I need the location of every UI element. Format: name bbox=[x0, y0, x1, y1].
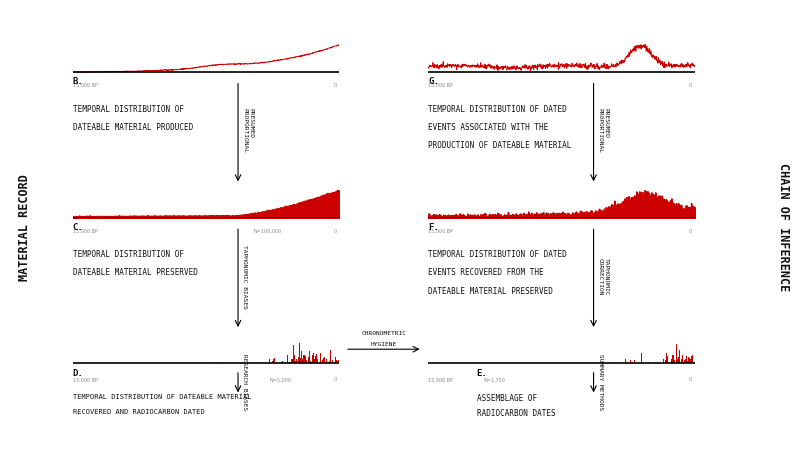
Text: SUMMARY METHODS: SUMMARY METHODS bbox=[598, 354, 603, 410]
Text: PRODUCTION OF DATEABLE MATERIAL: PRODUCTION OF DATEABLE MATERIAL bbox=[428, 141, 571, 150]
Text: RESEARCH BIASES: RESEARCH BIASES bbox=[242, 354, 247, 410]
Text: 15,000 BP: 15,000 BP bbox=[428, 377, 453, 382]
Text: PRESUMED
PROPORTIONAL: PRESUMED PROPORTIONAL bbox=[242, 108, 253, 153]
Text: 15,000 BP: 15,000 BP bbox=[428, 229, 453, 234]
Text: PRESUMED
PROPORTIONAL: PRESUMED PROPORTIONAL bbox=[598, 108, 608, 153]
Text: 0: 0 bbox=[689, 377, 692, 382]
Text: 0: 0 bbox=[689, 83, 692, 88]
Text: ASSEMBLAGE OF: ASSEMBLAGE OF bbox=[477, 394, 537, 403]
Text: TEMPORAL DISTRIBUTION OF DATED: TEMPORAL DISTRIBUTION OF DATED bbox=[428, 105, 567, 114]
Text: 15,000 BP: 15,000 BP bbox=[73, 83, 98, 88]
Text: 15,000 BP: 15,000 BP bbox=[428, 83, 453, 88]
Text: HYGIENE: HYGIENE bbox=[371, 342, 397, 347]
Text: N=5,000: N=5,000 bbox=[270, 377, 292, 382]
Text: N=100,000: N=100,000 bbox=[253, 229, 281, 234]
Text: TEMPORAL DISTRIBUTION OF: TEMPORAL DISTRIBUTION OF bbox=[73, 250, 183, 259]
Text: 0: 0 bbox=[334, 83, 337, 88]
Text: 0: 0 bbox=[334, 229, 337, 234]
Text: 15,000 BP: 15,000 BP bbox=[73, 229, 98, 234]
Text: 0: 0 bbox=[334, 377, 337, 382]
Text: F.: F. bbox=[428, 223, 439, 232]
Text: MATERIAL RECORD: MATERIAL RECORD bbox=[18, 174, 31, 281]
Text: CHRONOMETRIC: CHRONOMETRIC bbox=[361, 331, 406, 336]
Text: TEMPORAL DISTRIBUTION OF DATED: TEMPORAL DISTRIBUTION OF DATED bbox=[428, 250, 567, 259]
Text: TAPHONOMIC BIASES: TAPHONOMIC BIASES bbox=[242, 244, 247, 308]
Text: CHAIN OF INFERENCE: CHAIN OF INFERENCE bbox=[777, 163, 790, 292]
Text: E.: E. bbox=[477, 369, 487, 378]
Text: D.: D. bbox=[73, 369, 83, 378]
Text: RECOVERED AND RADIOCARBON DATED: RECOVERED AND RADIOCARBON DATED bbox=[73, 410, 204, 415]
Text: DATEABLE MATERIAL PRODUCED: DATEABLE MATERIAL PRODUCED bbox=[73, 123, 193, 132]
Text: C.: C. bbox=[73, 223, 83, 232]
Text: B.: B. bbox=[73, 77, 83, 86]
Text: 0: 0 bbox=[689, 229, 692, 234]
Text: 15,000 BP: 15,000 BP bbox=[73, 377, 98, 382]
Text: RADIOCARBON DATES: RADIOCARBON DATES bbox=[477, 410, 555, 419]
Text: EVENTS ASSOCIATED WITH THE: EVENTS ASSOCIATED WITH THE bbox=[428, 123, 549, 132]
Text: G.: G. bbox=[428, 77, 439, 86]
Text: TAPHONOMIC
CORRECTION: TAPHONOMIC CORRECTION bbox=[598, 258, 608, 295]
Text: TEMPORAL DISTRIBUTION OF: TEMPORAL DISTRIBUTION OF bbox=[73, 105, 183, 114]
Text: EVENTS RECOVERED FROM THE: EVENTS RECOVERED FROM THE bbox=[428, 268, 544, 278]
Text: TEMPORAL DISTRIBUTION OF DATEABLE MATERIAL: TEMPORAL DISTRIBUTION OF DATEABLE MATERI… bbox=[73, 394, 251, 399]
Text: DATEABLE MATERIAL PRESERVED: DATEABLE MATERIAL PRESERVED bbox=[428, 287, 553, 296]
Text: DATEABLE MATERIAL PRESERVED: DATEABLE MATERIAL PRESERVED bbox=[73, 268, 198, 278]
Text: N=1,750: N=1,750 bbox=[484, 377, 506, 382]
